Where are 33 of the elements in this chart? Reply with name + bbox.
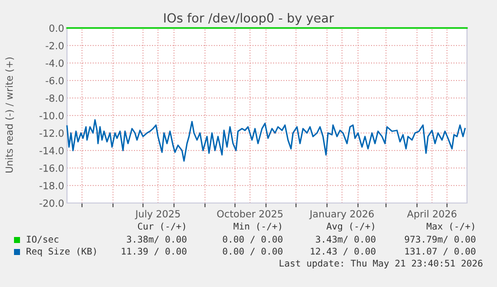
text: 12.43 / 0.00 [310, 248, 376, 256]
text: Avg (-/+) [326, 222, 374, 232]
text: Last update: Thu May 21 23:40:51 2026 [280, 260, 482, 268]
line-series [66, 119, 466, 162]
text: 3.38m/ 0.00 [126, 236, 186, 244]
x-tick-label: April 2026 [407, 210, 456, 220]
text: 0.00 / 0.00 [222, 248, 282, 256]
text: 973.79m/ 0.00 [404, 236, 476, 244]
legend-label: Req Size (KB) [26, 248, 96, 256]
x-tick-label: October 2025 [217, 210, 283, 218]
y-tick-label: -14.0 [40, 146, 64, 154]
y-tick-label: -12.0 [40, 129, 64, 137]
y-tick-label: -16.0 [40, 164, 64, 172]
y-tick-label: -20.0 [40, 199, 64, 207]
y-tick-label: -8.0 [46, 94, 64, 102]
y-tick-label: -2.0 [46, 42, 64, 50]
y-tick-label: -4.0 [46, 59, 64, 67]
y-tick-label: -18.0 [40, 182, 64, 190]
text: Max (-/+) [426, 222, 474, 231]
text: Min (-/+) [234, 222, 282, 231]
text: 11.39 / 0.00 [122, 248, 186, 256]
text: Cur (-/+) [138, 222, 186, 231]
y-tick-label: -10.0 [40, 112, 64, 120]
text: 0.00 / 0.00 [222, 236, 282, 244]
y-axis-title: Units read (-) / write (+) [5, 57, 14, 173]
x-tick-label: January 2026 [309, 210, 374, 220]
text: 3.43m/ 0.00 [316, 236, 376, 244]
x-tick-label: July 2025 [134, 210, 180, 220]
text: 131.07 / 0.00 [405, 248, 476, 256]
legend-label: IO/sec [26, 236, 58, 244]
y-tick-label: -6.0 [46, 76, 64, 84]
chart-title: IOs for /dev/loop0 - by year [164, 12, 334, 26]
y-tick-label: 0.0 [49, 24, 64, 32]
